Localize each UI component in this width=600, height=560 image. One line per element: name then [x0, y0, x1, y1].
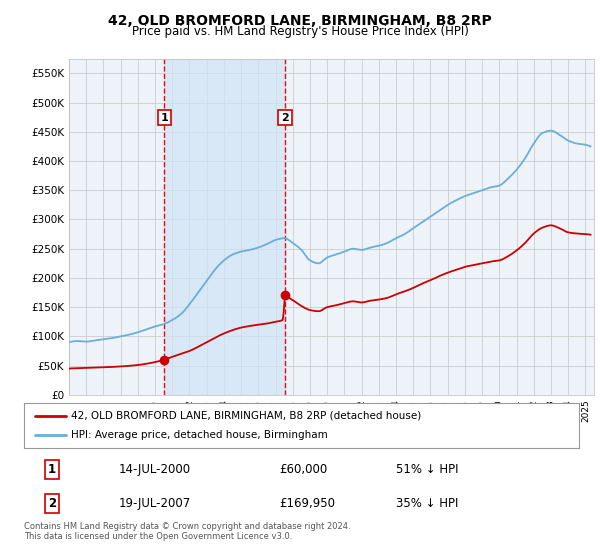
Text: HPI: Average price, detached house, Birmingham: HPI: Average price, detached house, Birm… [71, 431, 328, 441]
Text: £60,000: £60,000 [280, 463, 328, 476]
Bar [164, 59, 285, 395]
Text: 19-JUL-2007: 19-JUL-2007 [118, 497, 191, 510]
Text: 14-JUL-2000: 14-JUL-2000 [118, 463, 190, 476]
Text: 35% ↓ HPI: 35% ↓ HPI [396, 497, 458, 510]
Text: 1: 1 [47, 463, 56, 476]
Text: 2: 2 [47, 497, 56, 510]
Text: 51% ↓ HPI: 51% ↓ HPI [396, 463, 458, 476]
Text: Price paid vs. HM Land Registry's House Price Index (HPI): Price paid vs. HM Land Registry's House … [131, 25, 469, 38]
Text: Contains HM Land Registry data © Crown copyright and database right 2024.
This d: Contains HM Land Registry data © Crown c… [24, 522, 350, 542]
Text: 2: 2 [281, 113, 289, 123]
Text: 42, OLD BROMFORD LANE, BIRMINGHAM, B8 2RP (detached house): 42, OLD BROMFORD LANE, BIRMINGHAM, B8 2R… [71, 410, 421, 421]
Text: 42, OLD BROMFORD LANE, BIRMINGHAM, B8 2RP: 42, OLD BROMFORD LANE, BIRMINGHAM, B8 2R… [108, 14, 492, 28]
Text: £169,950: £169,950 [280, 497, 335, 510]
Text: 1: 1 [160, 113, 168, 123]
